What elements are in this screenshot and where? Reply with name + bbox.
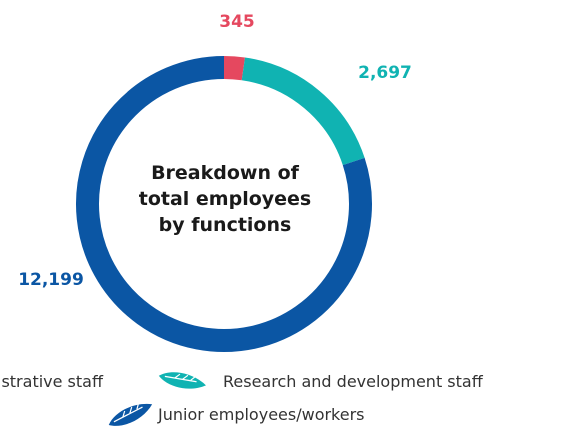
- slice-research: [241, 57, 365, 166]
- data-label-research: 2,697: [358, 63, 412, 83]
- leaf-icon: [108, 403, 153, 426]
- legend-label-research: Research and development staff: [223, 372, 484, 391]
- slice-junior: [76, 56, 372, 352]
- legend-label-administrative: istrative staff: [0, 372, 104, 391]
- chart-title-line-3: by functions: [159, 214, 292, 236]
- legend: istrative staff Research and development…: [0, 372, 484, 426]
- data-label-administrative: 345: [219, 12, 255, 32]
- leaf-icon: [158, 372, 206, 389]
- legend-label-junior: Junior employees/workers: [157, 405, 365, 424]
- slice-administrative: [223, 56, 245, 81]
- chart-title-line-1: Breakdown of: [151, 162, 300, 184]
- data-label-junior: 12,199: [18, 270, 84, 290]
- donut-slices: [76, 56, 372, 352]
- chart-title-line-2: total employees: [139, 188, 311, 210]
